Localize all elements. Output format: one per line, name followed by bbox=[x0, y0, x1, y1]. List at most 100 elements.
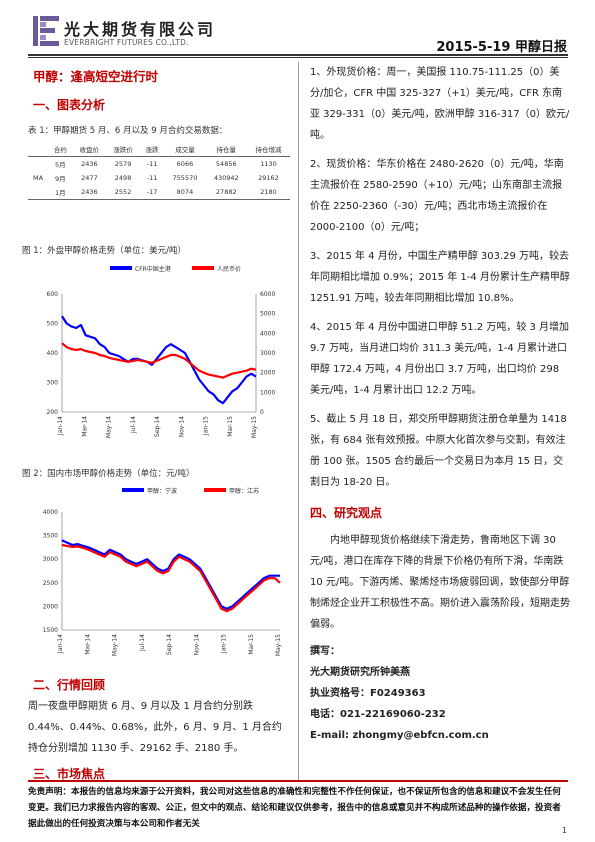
table-cell: 430942 bbox=[213, 174, 239, 182]
company-logo-icon bbox=[33, 16, 59, 46]
table-cell: 2498 bbox=[114, 174, 132, 182]
table-cell: -17 bbox=[146, 188, 158, 196]
table-header-cell bbox=[28, 142, 49, 157]
table1-caption: 表 1：甲醇期货 5 月、6 月以及 9 月合约交易数据： bbox=[28, 126, 228, 136]
page-number: 1 bbox=[561, 826, 567, 835]
table-cell: -11 bbox=[146, 174, 158, 182]
y-tick-label: 400 bbox=[47, 350, 59, 357]
x-tick-label: Mar-14 bbox=[81, 416, 88, 437]
x-tick-label: May-14 bbox=[112, 634, 119, 656]
section-research-view: 四、研究观点 bbox=[310, 506, 383, 520]
table-header-cell: 收盘价 bbox=[72, 142, 107, 157]
legend-label: 甲醇：江苏 bbox=[229, 487, 259, 495]
table-header-cell: 持仓增减 bbox=[246, 142, 290, 157]
y2-tick-label: 6000 bbox=[260, 291, 275, 298]
section-market-review: 二、行情回顾 bbox=[33, 678, 106, 692]
table-header-cell: 涨跌 bbox=[139, 142, 165, 157]
focus-list: 1、外现货价格：周一，美国报 110.75-111.25（0）美分/加仑，CFR… bbox=[310, 62, 572, 493]
table-header-cell: 成交量 bbox=[164, 142, 206, 157]
y-tick-label: 4000 bbox=[43, 509, 58, 516]
focus-item: 5、截止 5 月 18 日，郑交所甲醇期货注册仓单量为 1418 张，有 684… bbox=[310, 414, 567, 488]
fig2-chart: 甲醇：宁波 甲醇：江苏 1500 2000 2500 3000 3500 4000 Jan-14… bbox=[43, 487, 282, 656]
focus-item: 2、现货价格：华东价格在 2480-2620（0）元/吨，华南主流报价在 258… bbox=[310, 159, 564, 233]
focus-item: 1、外现货价格：周一，美国报 110.75-111.25（0）美分/加仑，CFR… bbox=[310, 67, 570, 141]
fig2-caption: 图 2：国内市场甲醇价格走势（单位：元/吨） bbox=[22, 469, 195, 479]
header-rule-thin bbox=[28, 57, 568, 58]
focus-item: 4、2015 年 4 月份中国进口甲醇 51.2 万吨，较 3 月增加 9.7 … bbox=[310, 322, 570, 396]
column-divider bbox=[298, 62, 299, 780]
legend-swatch bbox=[110, 266, 132, 270]
y-tick-label: 200 bbox=[47, 409, 59, 416]
y2-tick-label: 5000 bbox=[260, 311, 275, 318]
author-email[interactable]: E-mail: zhongmy@ebfcn.com.cn bbox=[310, 730, 489, 741]
y2-tick-label: 2000 bbox=[260, 370, 275, 377]
table-cell: 1130 bbox=[260, 160, 277, 168]
writer-label: 撰写： bbox=[310, 646, 340, 657]
x-tick-label: May-15 bbox=[275, 634, 282, 656]
disclaimer-text: 免责声明：本报告的信息均来源于公开资料，我公司对这些信息的准确性和完整性不作任何… bbox=[28, 787, 561, 829]
series-line bbox=[61, 342, 257, 379]
y-tick-label: 3500 bbox=[43, 533, 58, 540]
x-tick-label: Jan-14 bbox=[57, 634, 64, 654]
company-name-cn: 光大期货有限公司 bbox=[64, 20, 217, 39]
author-phone: 电话：021-22169060-232 bbox=[310, 709, 446, 720]
focus-item: 3、2015 年 4 月份，中国生产精甲醇 303.29 万吨，较去年同期相比增… bbox=[310, 251, 570, 304]
table-header-cell: 持仓量 bbox=[205, 142, 247, 157]
research-view-text: 内地甲醇现货价格继续下滑走势，鲁南地区下调 30 元/吨，港口在库存下降的背景下… bbox=[310, 535, 570, 630]
table-cell: 755570 bbox=[172, 174, 198, 182]
table-header-cell: 涨跌价 bbox=[106, 142, 140, 157]
author-org: 光大期货研究所钟美燕 bbox=[310, 667, 410, 678]
table-header-row: 合约 收盘价 涨跌价 涨跌 成交量 持仓量 持仓增减 bbox=[28, 142, 290, 157]
table-cell: 2180 bbox=[260, 188, 277, 196]
author-license: 执业资格号：F0249363 bbox=[310, 688, 426, 699]
fig1-caption: 图 1：外盘甲醇价格走势（单位：美元/吨） bbox=[22, 246, 186, 256]
x-tick-label: Jul-14 bbox=[130, 416, 137, 434]
x-tick-label: Jul-14 bbox=[139, 634, 146, 652]
y-tick-label: 2500 bbox=[43, 580, 58, 587]
section-chart-analysis: 一、图表分析 bbox=[33, 98, 106, 112]
series-line bbox=[61, 539, 280, 610]
table-cell: 2436 bbox=[81, 160, 98, 168]
x-tick-label: Jan-15 bbox=[221, 634, 228, 654]
x-tick-label: May-15 bbox=[251, 416, 258, 438]
legend-swatch bbox=[204, 488, 226, 492]
table1-container: 合约 收盘价 涨跌价 涨跌 成交量 持仓量 持仓增减 MA 5月 2436 25… bbox=[28, 142, 290, 200]
report-title: 甲醇：逢高短空进行时 bbox=[33, 69, 159, 84]
table-row-label: MA bbox=[33, 174, 44, 182]
x-tick-label: Nov-14 bbox=[178, 416, 185, 438]
legend-label: CFR中国主港 bbox=[135, 265, 171, 273]
x-tick-label: Jan-14 bbox=[57, 416, 64, 436]
x-tick-label: Sep-14 bbox=[154, 416, 161, 437]
y-tick-label: 500 bbox=[47, 321, 59, 328]
fig1-chart: CFR中国主港 人民币价20030040050060001000200030004… bbox=[47, 265, 276, 438]
legend-swatch bbox=[192, 266, 214, 270]
table-cell: 2477 bbox=[81, 174, 98, 182]
section-market-focus: 三、市场焦点 bbox=[33, 767, 106, 781]
y-tick-label: 600 bbox=[47, 291, 59, 298]
legend-label: 甲醇：宁波 bbox=[147, 487, 177, 495]
table-cell: -11 bbox=[146, 160, 158, 168]
report-date-title: 2015-5-19 甲醇日报 bbox=[436, 40, 567, 55]
y-tick-label: 300 bbox=[47, 380, 59, 387]
table-row: 1月 2436 2552 -17 8074 27882 2180 bbox=[28, 185, 290, 200]
y-tick-label: 2000 bbox=[43, 603, 58, 610]
y2-tick-label: 1000 bbox=[260, 389, 275, 396]
x-tick-label: Mar-15 bbox=[227, 416, 234, 437]
table-cell: 29162 bbox=[258, 174, 279, 182]
table-cell: 2579 bbox=[114, 160, 132, 168]
table-cell: 5月 bbox=[55, 161, 66, 169]
x-tick-label: Nov-14 bbox=[193, 634, 200, 656]
table-header-cell: 合约 bbox=[48, 142, 73, 157]
x-tick-label: Jan-15 bbox=[203, 416, 210, 436]
author-block: 撰写： 光大期货研究所钟美燕 执业资格号：F0249363 电话：021-221… bbox=[310, 641, 572, 746]
y2-tick-label: 4000 bbox=[260, 330, 275, 337]
table-cell: 54856 bbox=[215, 160, 237, 168]
legend-swatch bbox=[122, 488, 144, 492]
table-row: MA 5月 2436 2579 -11 6066 54856 1130 bbox=[28, 157, 290, 182]
table-cell: 2552 bbox=[114, 188, 132, 196]
y-tick-label: 1500 bbox=[43, 627, 58, 634]
table-cell: 8074 bbox=[176, 188, 194, 196]
y-tick-label: 3000 bbox=[43, 556, 58, 563]
futures-data-table: 合约 收盘价 涨跌价 涨跌 成交量 持仓量 持仓增减 MA 5月 2436 25… bbox=[28, 142, 290, 200]
market-review-text: 周一夜盘甲醇期货 6 月、9 月以及 1 月合约分别跌 0.44%、0.44%、… bbox=[28, 701, 282, 754]
